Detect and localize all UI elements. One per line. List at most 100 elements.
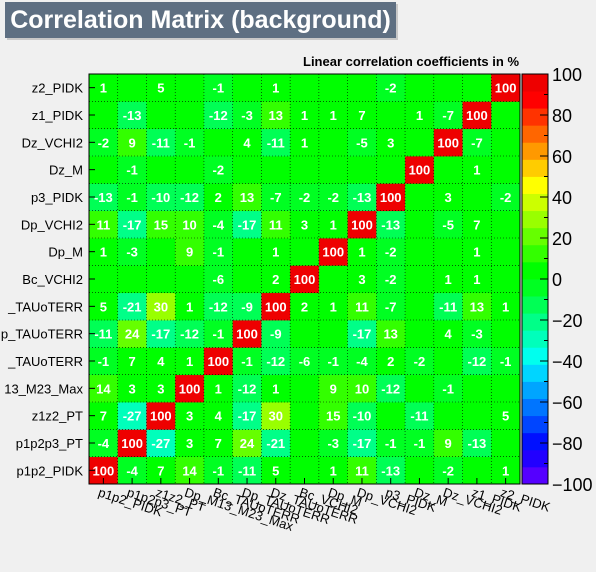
- heatmap-cell: [261, 128, 291, 157]
- cell-value: 100: [121, 436, 143, 451]
- heatmap-cell: [290, 156, 320, 184]
- cell-value: -12: [180, 190, 199, 205]
- heatmap-cell: [175, 74, 205, 102]
- heatmap-cell: [261, 347, 291, 376]
- colorbar-tick-label: −100: [552, 475, 593, 495]
- cell-value: 24: [125, 327, 140, 342]
- colorbar-segment: [522, 432, 548, 451]
- cell-value: -2: [385, 245, 397, 260]
- cell-value: -13: [468, 436, 487, 451]
- cell-value: 11: [355, 463, 369, 478]
- cell-value: -4: [126, 463, 138, 478]
- heatmap-cell: [491, 429, 521, 458]
- heatmap-cell: [491, 101, 521, 130]
- heatmap-cell: [347, 265, 377, 294]
- colorbar-segment: [522, 261, 548, 280]
- cell-value: -1: [213, 463, 225, 478]
- heatmap-cell: [290, 183, 320, 212]
- cell-value: 3: [445, 190, 452, 205]
- heatmap-cell: [433, 238, 463, 266]
- heatmap-cell: [347, 74, 377, 102]
- cell-value: 7: [100, 409, 107, 424]
- cell-value: -12: [468, 354, 487, 369]
- heatmap-cell: [203, 74, 234, 102]
- heatmap-cell: [405, 128, 435, 157]
- title-box: Correlation Matrix (background): [5, 2, 396, 38]
- y-tick-label: Dz_VCHI2: [22, 135, 83, 150]
- heatmap-cell: [491, 210, 521, 239]
- heatmap-cell: [347, 402, 377, 430]
- cell-value: 30: [154, 299, 168, 314]
- heatmap-cell: [347, 347, 377, 376]
- heatmap-cell: [203, 347, 234, 376]
- heatmap-cell: [491, 238, 521, 266]
- heatmap-cell: [318, 238, 348, 266]
- heatmap-cell: [117, 210, 147, 239]
- colorbar-segment: [522, 296, 548, 314]
- cell-value: -2: [327, 190, 339, 205]
- colorbar-tick-label: −60: [552, 393, 583, 413]
- heatmap-cell: [433, 183, 463, 212]
- heatmap-cell: [146, 402, 176, 430]
- heatmap-cell: [347, 210, 377, 239]
- heatmap-cell: [405, 429, 435, 458]
- cell-value: 9: [128, 135, 135, 150]
- heatmap-cell: [347, 156, 377, 184]
- cell-value: 1: [186, 299, 193, 314]
- cell-value: -7: [385, 299, 397, 314]
- cell-value: 1: [272, 381, 279, 396]
- heatmap-cell: [318, 265, 348, 294]
- colorbar-segment: [522, 227, 548, 246]
- heatmap-cell: [232, 265, 262, 294]
- cell-value: -3: [471, 327, 483, 342]
- cell-value: -1: [385, 436, 397, 451]
- heatmap-cell: [462, 374, 492, 403]
- cell-value: -12: [209, 299, 228, 314]
- heatmap-cell: [175, 347, 205, 376]
- cell-value: -17: [151, 327, 170, 342]
- cell-value: 13: [383, 327, 397, 342]
- cell-value: -4: [98, 436, 110, 451]
- heatmap-cell: [462, 156, 492, 184]
- heatmap-cell: [232, 374, 262, 403]
- heatmap-cell: [318, 183, 348, 212]
- heatmap-cell: [175, 374, 205, 403]
- heatmap-cell: [462, 238, 492, 266]
- heatmap-cell: [491, 183, 521, 212]
- heatmap-cell: [261, 402, 291, 430]
- heatmap-cell: [376, 402, 406, 430]
- heatmap-cell: [433, 347, 463, 376]
- heatmap-cell: [376, 183, 406, 212]
- heatmap-cell: [117, 156, 147, 184]
- y-tick-label: z1z2_PT: [32, 409, 83, 424]
- colorbar-segment: [522, 449, 548, 468]
- cell-value: 1: [100, 81, 107, 96]
- cell-value: 15: [154, 217, 168, 232]
- heatmap-cell: [232, 74, 262, 102]
- cell-value: 3: [186, 436, 193, 451]
- cell-value: -1: [414, 436, 426, 451]
- cell-value: 10: [355, 381, 369, 396]
- heatmap-cell: [318, 347, 348, 376]
- heatmap-cell: [347, 374, 377, 403]
- heatmap-cell: [261, 292, 291, 321]
- cell-value: -17: [123, 217, 142, 232]
- cell-value: -1: [442, 381, 454, 396]
- heatmap-cell: [261, 238, 291, 266]
- cell-value: -2: [213, 163, 225, 178]
- cell-value: -9: [241, 299, 253, 314]
- cell-value: 100: [322, 245, 344, 260]
- heatmap-cell: [347, 238, 377, 266]
- cell-value: -2: [385, 272, 397, 287]
- cell-value: 2: [301, 299, 308, 314]
- cell-value: -27: [151, 436, 170, 451]
- cell-value: 14: [182, 463, 197, 478]
- heatmap-cell: [146, 238, 176, 266]
- heatmap-cell: [405, 101, 435, 130]
- heatmap-cell: [491, 347, 521, 376]
- colorbar-segment: [522, 142, 548, 160]
- cell-value: -13: [381, 217, 400, 232]
- colorbar-segment: [522, 210, 548, 229]
- heatmap-cell: [203, 183, 234, 212]
- cell-value: 30: [269, 409, 283, 424]
